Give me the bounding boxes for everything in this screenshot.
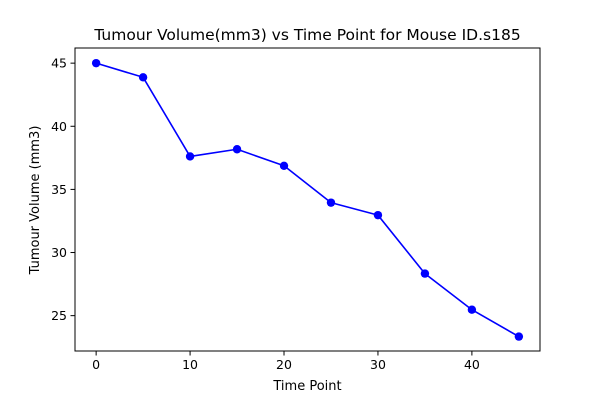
y-tick-label: 45 (51, 56, 67, 71)
series-lines (95, 62, 520, 338)
data-point (326, 198, 336, 207)
series-points (91, 58, 524, 341)
data-point (279, 161, 289, 170)
data-point (373, 210, 383, 220)
data-point (138, 73, 148, 82)
data-point (232, 145, 242, 154)
data-point (467, 305, 477, 314)
series-line (95, 62, 520, 338)
x-tick-label: 40 (464, 357, 480, 372)
y-tick-label: 30 (51, 245, 67, 260)
x-axis-label: Time Point (272, 379, 341, 394)
y-tick-label: 40 (51, 119, 67, 134)
data-point (420, 269, 430, 278)
y-axis-ticks: 25 30 35 40 45 (51, 56, 75, 323)
x-tick-label: 30 (370, 357, 386, 372)
chart-title: Tumour Volume(mm3) vs Time Point for Mou… (93, 26, 520, 44)
x-tick-label: 20 (276, 357, 292, 372)
x-tick-label: 10 (182, 357, 198, 372)
data-point (514, 332, 524, 341)
y-axis-label: Tumour Volume (mm3) (28, 126, 43, 276)
y-tick-label: 25 (51, 308, 67, 323)
x-tick-label: 0 (92, 357, 100, 372)
data-point (185, 152, 195, 161)
x-axis-ticks: 0 10 20 30 40 (92, 351, 480, 372)
plot-area-frame (74, 47, 541, 352)
y-tick-label: 35 (51, 182, 67, 197)
data-point (91, 58, 101, 68)
